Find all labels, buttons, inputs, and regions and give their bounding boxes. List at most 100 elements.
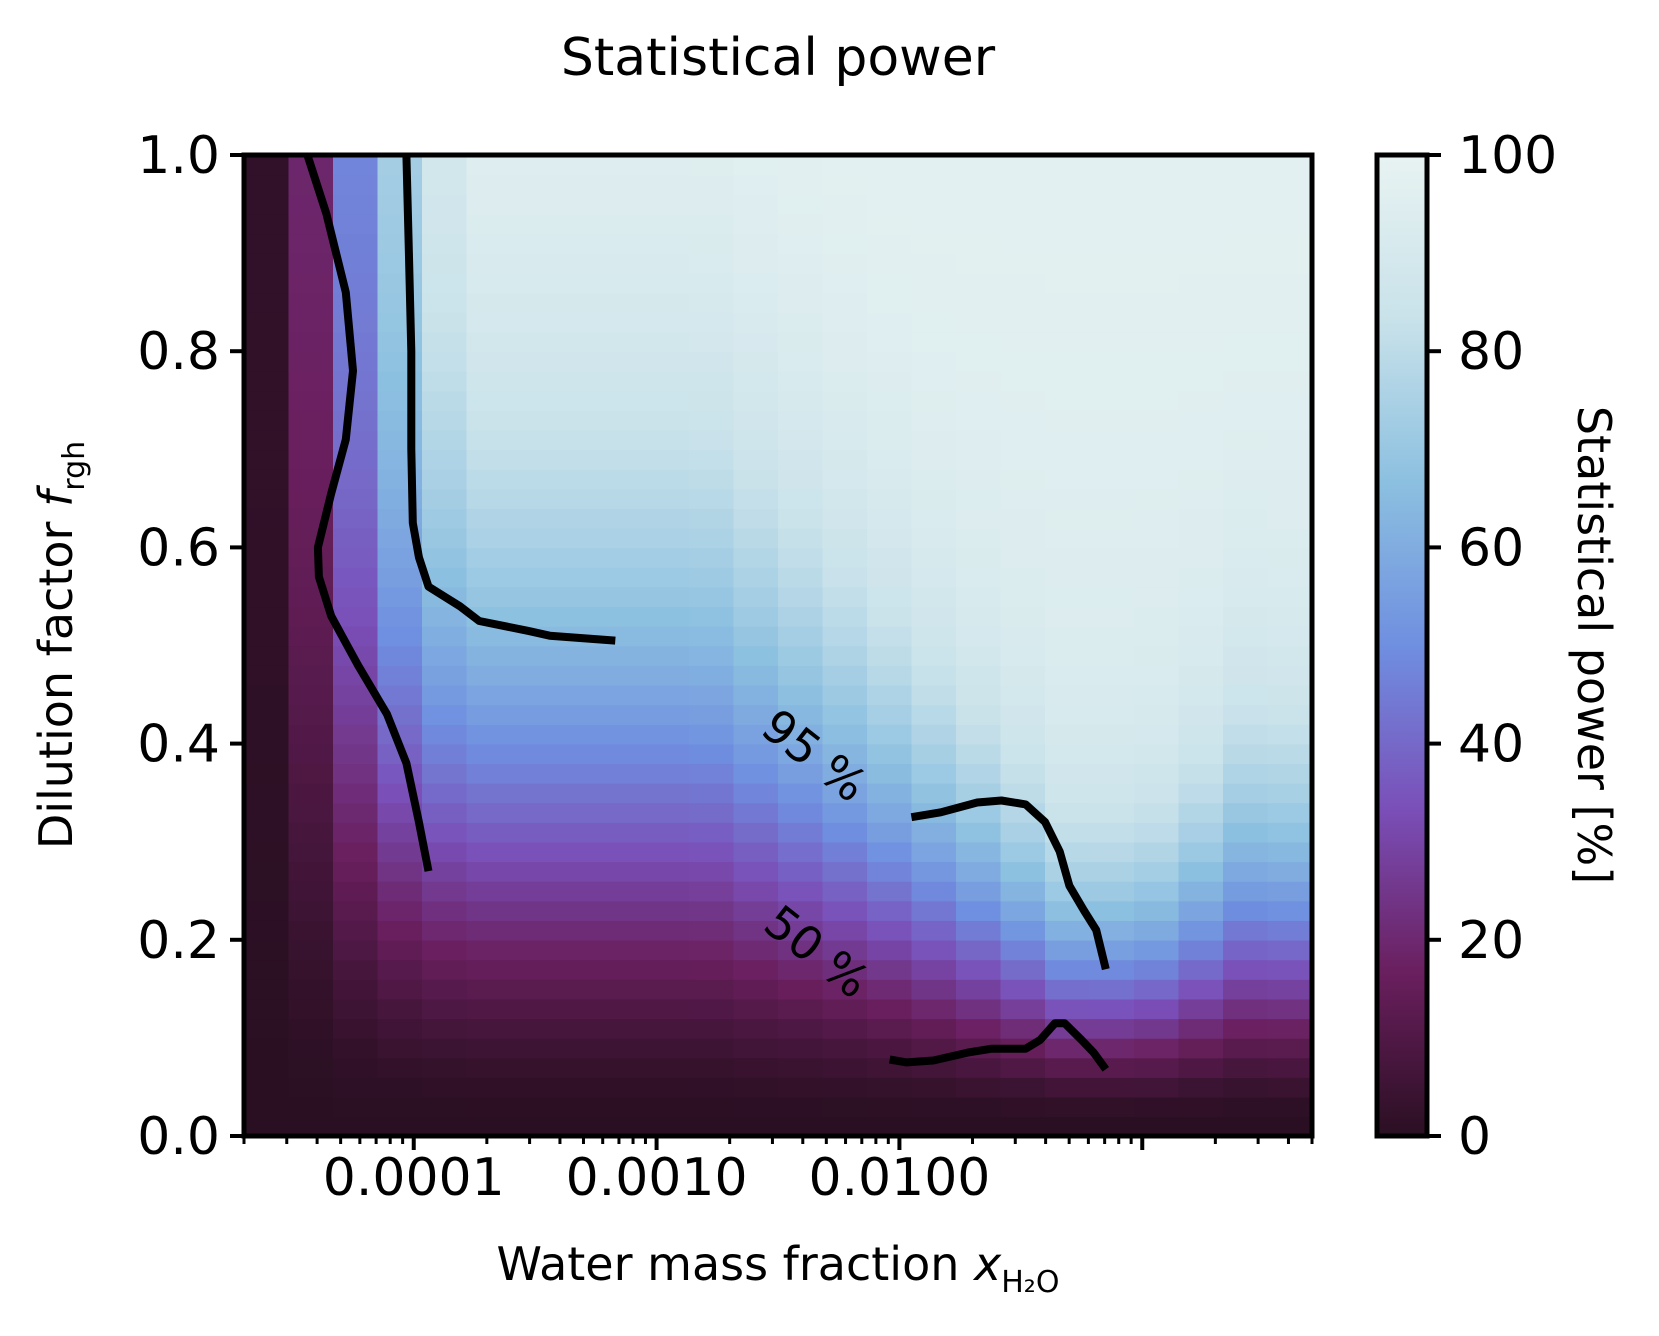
heatmap-cell — [778, 900, 824, 921]
heatmap-cell — [288, 233, 334, 254]
heatmap-cell — [1178, 253, 1224, 274]
heatmap-cell — [1178, 1116, 1224, 1136]
heatmap-cell — [333, 1077, 379, 1098]
heatmap-cell — [956, 272, 1002, 294]
heatmap-cell — [555, 449, 601, 470]
heatmap-cell — [511, 508, 557, 529]
heatmap-cell — [733, 920, 779, 941]
heatmap-cell — [867, 1096, 913, 1118]
heatmap-cell — [1223, 665, 1269, 686]
heatmap-cell — [377, 998, 423, 1020]
heatmap-cell — [377, 547, 423, 568]
heatmap-cell — [244, 606, 290, 627]
heatmap-cell — [778, 331, 824, 352]
heatmap-cell — [555, 586, 601, 608]
heatmap-cell — [1178, 920, 1224, 941]
heatmap-cell — [644, 390, 690, 411]
heatmap-cell — [1045, 253, 1091, 274]
heatmap-cell — [333, 586, 379, 608]
heatmap-cell — [956, 429, 1002, 451]
heatmap-cell — [377, 370, 423, 392]
heatmap-cell — [911, 194, 957, 215]
heatmap-cell — [689, 920, 735, 941]
heatmap-cell — [244, 802, 290, 823]
heatmap-cell — [1045, 939, 1091, 961]
heatmap-cell — [644, 174, 690, 196]
colorbar-tick-label: 40 — [1458, 715, 1524, 775]
heatmap-cell — [288, 547, 334, 568]
heatmap-cell — [466, 625, 512, 647]
heatmap-cell — [600, 390, 646, 411]
heatmap-cell — [466, 1096, 512, 1118]
heatmap-cell — [1134, 822, 1180, 843]
heatmap-cell — [377, 1096, 423, 1118]
heatmap-cell — [333, 213, 379, 235]
heatmap-cell — [956, 1096, 1002, 1118]
heatmap-cell — [733, 429, 779, 451]
heatmap-cell — [689, 370, 735, 392]
heatmap-cell — [911, 567, 957, 588]
heatmap-cell — [644, 429, 690, 451]
heatmap-cell — [733, 684, 779, 706]
heatmap-cell — [466, 488, 512, 509]
heatmap-cell — [288, 567, 334, 588]
heatmap-cell — [911, 665, 957, 686]
heatmap-cell — [600, 645, 646, 666]
heatmap-cell — [1223, 723, 1269, 745]
heatmap-cell — [466, 292, 512, 313]
heatmap-cell — [555, 645, 601, 666]
heatmap-cell — [1000, 508, 1046, 529]
y-tick-label: 1.0 — [137, 126, 220, 186]
heatmap-cell — [733, 723, 779, 745]
heatmap-cell — [466, 253, 512, 274]
heatmap-cell — [911, 841, 957, 863]
heatmap-cell — [1000, 174, 1046, 196]
heatmap-cell — [1178, 547, 1224, 568]
heatmap-cell — [1045, 449, 1091, 470]
heatmap-cell — [778, 822, 824, 843]
heatmap-cell — [600, 606, 646, 627]
heatmap-cell — [867, 684, 913, 706]
heatmap-cell — [422, 684, 468, 706]
heatmap-cell — [911, 272, 957, 294]
heatmap-cell — [288, 488, 334, 509]
heatmap-cell — [1267, 567, 1312, 588]
heatmap-cell — [1000, 547, 1046, 568]
heatmap-cell — [1089, 782, 1135, 804]
heatmap-cell — [1178, 1037, 1224, 1059]
heatmap-cell — [689, 567, 735, 588]
heatmap-cell — [244, 429, 290, 451]
heatmap-cell — [733, 1077, 779, 1098]
heatmap-cell — [644, 370, 690, 392]
heatmap-cell — [555, 900, 601, 921]
heatmap-cell — [244, 1037, 290, 1059]
heatmap-cell — [555, 1077, 601, 1098]
colorbar-tick-label: 60 — [1458, 518, 1524, 578]
heatmap-cell — [466, 586, 512, 608]
heatmap-cell — [956, 625, 1002, 647]
heatmap-cell — [1223, 390, 1269, 411]
heatmap-cell — [644, 194, 690, 215]
heatmap-cell — [511, 920, 557, 941]
heatmap-cell — [1178, 311, 1224, 333]
heatmap-cell — [288, 272, 334, 294]
heatmap-cell — [689, 861, 735, 882]
heatmap-cell — [1134, 155, 1180, 176]
heatmap-cell — [1089, 625, 1135, 647]
heatmap-cell — [511, 351, 557, 372]
heatmap-cell — [867, 547, 913, 568]
heatmap-cell — [422, 802, 468, 823]
heatmap-cell — [1178, 449, 1224, 470]
heatmap-cell — [867, 174, 913, 196]
heatmap-cell — [733, 272, 779, 294]
heatmap-cell — [956, 213, 1002, 235]
heatmap-cell — [1178, 155, 1224, 176]
heatmap-cell — [333, 1057, 379, 1078]
heatmap-cell — [1000, 155, 1046, 176]
heatmap-cell — [1089, 586, 1135, 608]
heatmap-cell — [466, 331, 512, 352]
colorbar-tick-label: 100 — [1458, 126, 1557, 186]
heatmap-cell — [778, 1077, 824, 1098]
heatmap-cell — [733, 979, 779, 1000]
heatmap-cell — [1223, 782, 1269, 804]
